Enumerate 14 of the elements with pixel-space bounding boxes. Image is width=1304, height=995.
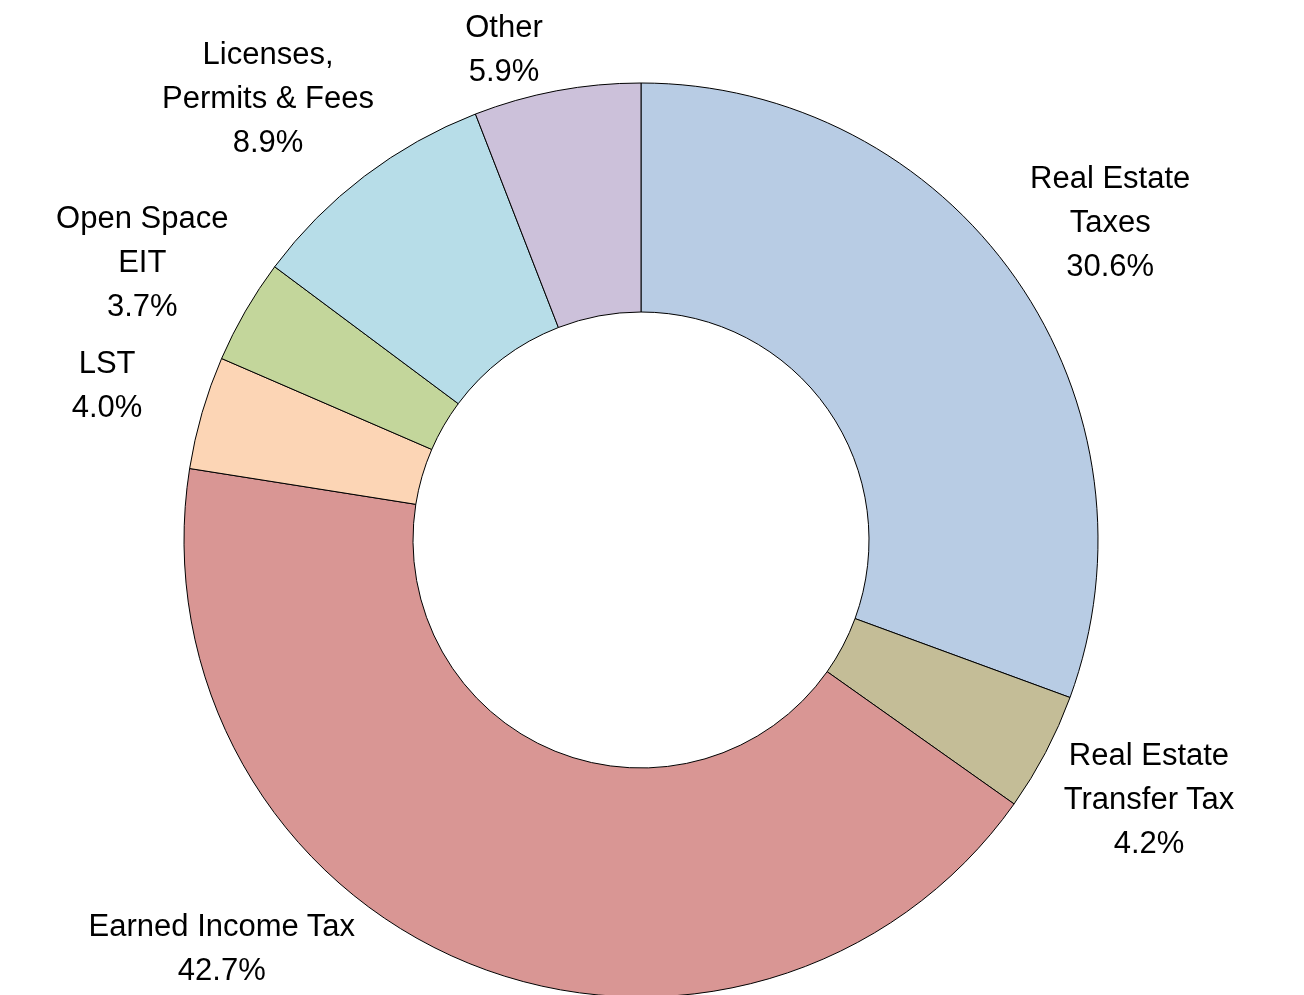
data-label: 4.2% bbox=[1113, 825, 1185, 861]
slice-label: LST bbox=[78, 345, 136, 381]
data-label: 30.6% bbox=[1066, 248, 1155, 284]
slice-label: Other bbox=[465, 8, 543, 44]
data-label: 5.9% bbox=[468, 52, 540, 88]
data-label: 8.9% bbox=[232, 123, 304, 159]
data-label: 3.7% bbox=[106, 288, 178, 323]
slice-label: Licenses, Permits & Fees bbox=[162, 35, 374, 115]
slice-label: Open Space EIT bbox=[56, 200, 229, 279]
data-label: 4.0% bbox=[71, 389, 143, 425]
data-label: 42.7% bbox=[177, 951, 266, 987]
slice-label: Real Estate Taxes bbox=[1030, 160, 1191, 240]
slice-label: Earned Income Tax bbox=[88, 907, 356, 943]
slice-label: Real Estate Transfer Tax bbox=[1063, 737, 1235, 817]
